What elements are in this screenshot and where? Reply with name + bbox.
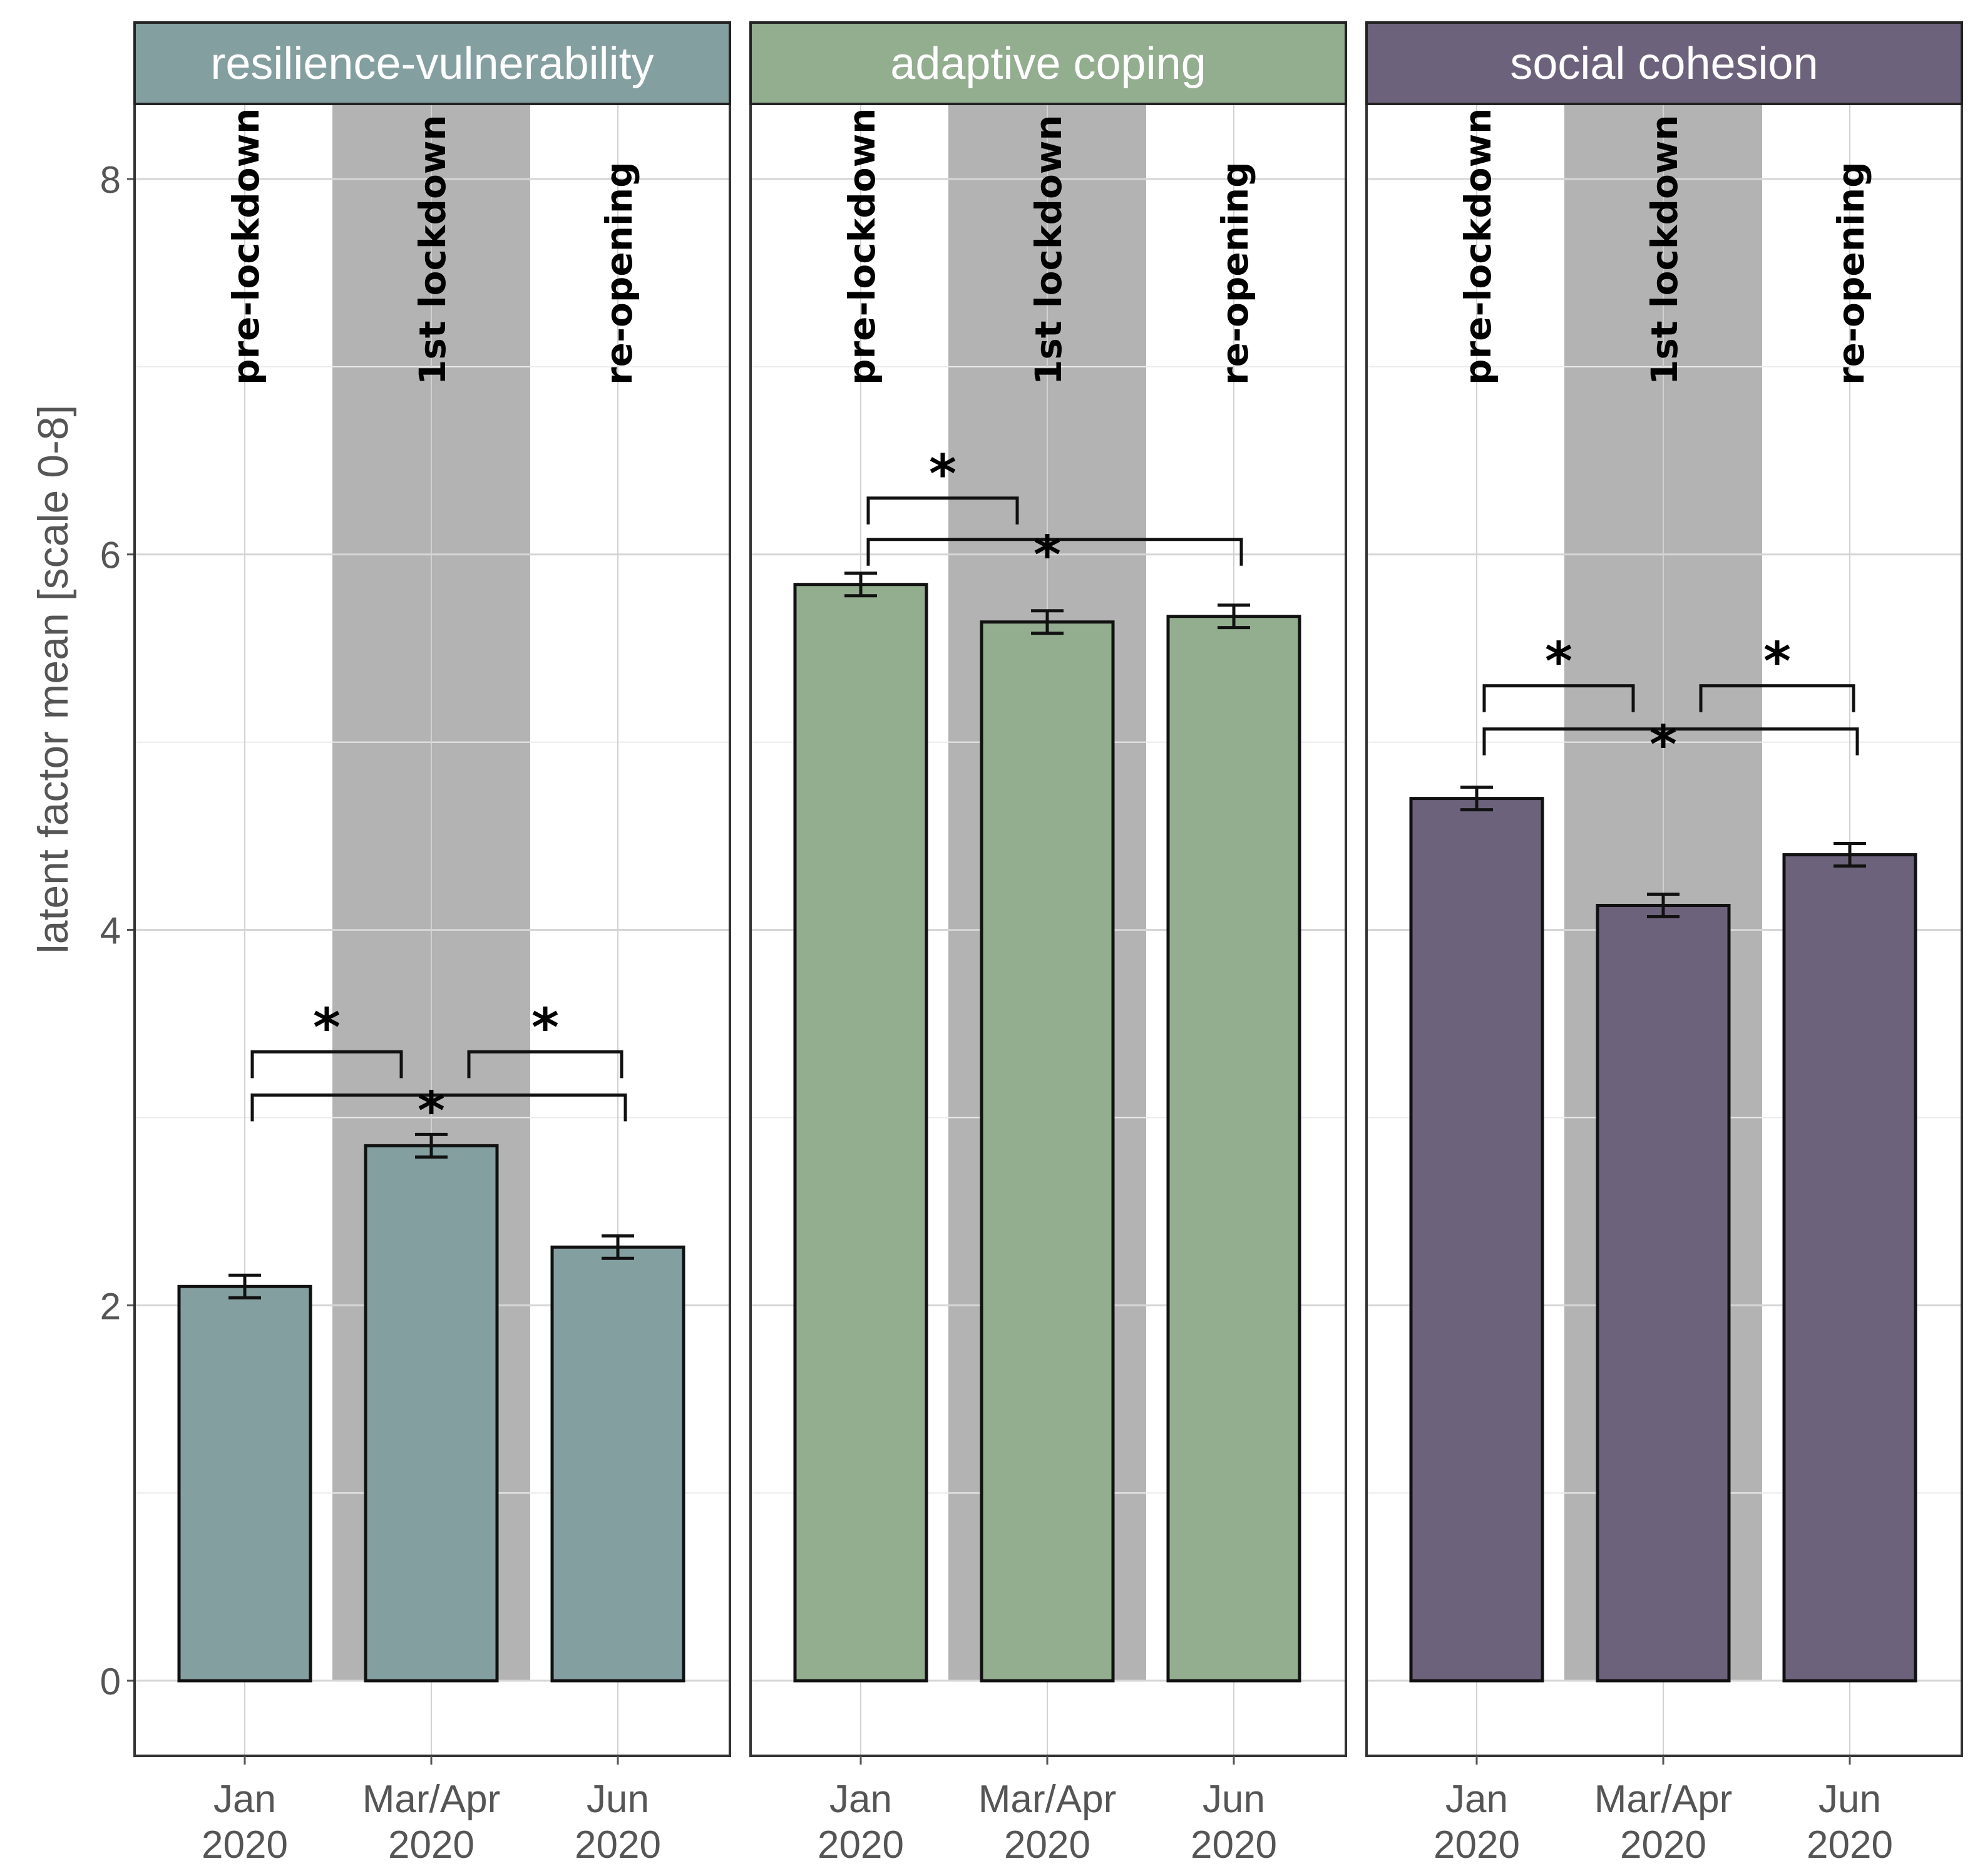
bar [980,620,1115,1683]
x-tick-label: Jun [1818,1778,1881,1821]
y-tick-label: 0 [100,1661,121,1703]
significance-star: * [1649,714,1677,776]
phase-label: re-opening [1830,161,1872,385]
significance-bracket [250,1093,627,1122]
panel-strip [749,21,1347,105]
y-axis-label: latent factor mean [scale 0-8] [29,405,77,954]
phase-label: pre-lockdown [1457,108,1499,385]
significance-star: * [418,1080,445,1141]
x-tick-label: Mar/Apr [362,1778,500,1821]
x-tick-label: Jun [1203,1778,1265,1821]
bar [364,1144,499,1683]
bar [1782,853,1917,1683]
bar [793,583,928,1683]
x-tick-label: Jan [213,1778,276,1821]
phase-label: 1st lockdown [411,115,454,385]
significance-star: * [531,997,559,1058]
y-tick-label: 8 [100,159,121,201]
significance-star: * [1763,631,1791,692]
panel-title: adaptive coping [890,39,1206,89]
x-tick-label: 2020 [1434,1823,1520,1867]
phase-label: 1st lockdown [1027,115,1070,385]
phase-label: re-opening [1214,161,1256,385]
bar [1596,904,1731,1683]
y-tick-label: 4 [100,910,121,952]
significance-bracket [866,538,1243,566]
bar [1409,797,1544,1683]
panel-3: pre-lockdown 1st lockdown re-opening * * * soc… [1365,21,1963,1867]
x-tick-label: 2020 [1191,1823,1277,1867]
x-tick-label: Jun [587,1778,649,1821]
x-tick-label: 2020 [388,1823,474,1867]
bar [1166,615,1301,1683]
significance-star: * [313,997,341,1058]
bar [177,1284,312,1683]
bar [550,1245,685,1683]
x-tick-label: Mar/Apr [978,1778,1116,1821]
x-tick-label: 2020 [1620,1823,1706,1867]
significance-bracket [866,496,1019,525]
significance-bracket [250,1050,403,1079]
significance-star: * [929,443,957,505]
x-tick-label: 2020 [818,1823,904,1867]
x-tick-label: 2020 [1004,1823,1090,1867]
phase-label: pre-lockdown [225,108,267,385]
y-tick-label: 2 [100,1285,121,1327]
significance-bracket [1699,684,1855,712]
panel-title: social cohesion [1510,39,1818,89]
x-tick-label: Jan [829,1778,892,1821]
significance-star: * [1034,525,1061,586]
y-tick-label: 6 [100,535,121,577]
significance-star: * [1545,631,1572,692]
x-tick-label: 2020 [1807,1823,1893,1867]
x-tick-label: Mar/Apr [1594,1778,1732,1821]
significance-bracket [467,1050,623,1079]
phase-label: 1st lockdown [1643,115,1686,385]
x-tick-label: 2020 [202,1823,288,1867]
significance-bracket [1482,727,1859,756]
panel-1: pre-lockdown 1st lockdown re-opening * * * res… [133,21,731,1867]
x-tick-label: Jan [1445,1778,1508,1821]
phase-label: re-opening [598,161,640,385]
panel-strip [133,21,731,105]
panel-title: resilience-vulnerability [210,39,654,89]
x-tick-label: 2020 [575,1823,661,1867]
panel-2: pre-lockdown 1st lockdown re-opening * * adap… [749,21,1347,1867]
phase-label: pre-lockdown [841,108,883,385]
panel-strip [1365,21,1963,105]
significance-bracket [1482,684,1635,712]
